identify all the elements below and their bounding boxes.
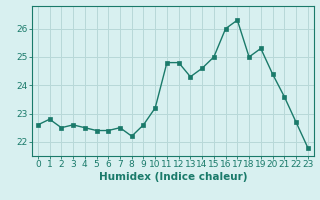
X-axis label: Humidex (Indice chaleur): Humidex (Indice chaleur) — [99, 172, 247, 182]
